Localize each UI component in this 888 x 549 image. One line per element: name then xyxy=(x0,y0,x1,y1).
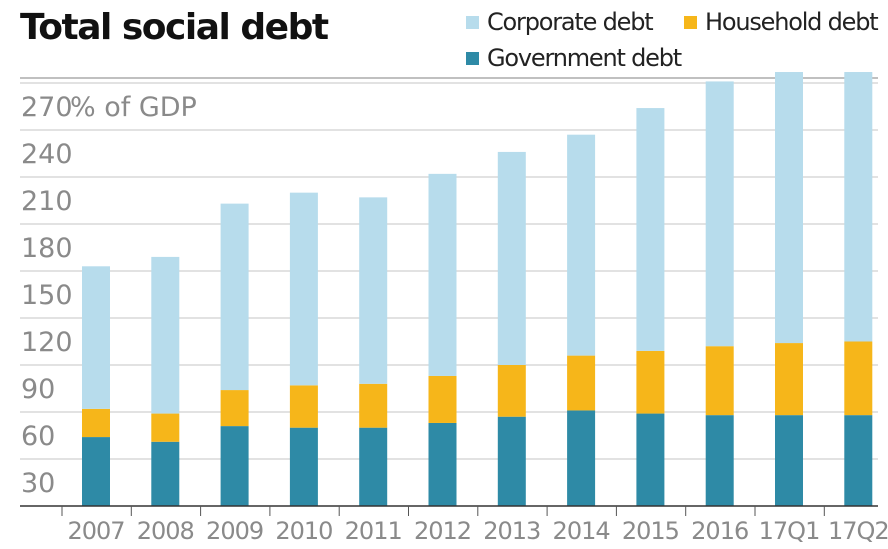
x-tick-label-2015: 2015 xyxy=(622,517,679,545)
bar-government-debt-2015 xyxy=(636,413,665,506)
bar-government-debt-2008 xyxy=(151,441,180,506)
y-tick-label-240: 240 xyxy=(21,139,73,170)
bar-government-debt-2011 xyxy=(359,427,388,506)
legend-item-household-debt: Household debt xyxy=(684,7,879,37)
legend-swatch-corporate-debt xyxy=(466,15,479,29)
y-tick-label-120: 120 xyxy=(21,327,73,358)
y-tick-label-60: 60 xyxy=(21,421,55,452)
x-tick-label-2016: 2016 xyxy=(691,517,748,545)
bar-household-debt-2013 xyxy=(497,364,526,417)
bar-government-debt-2010 xyxy=(289,427,318,506)
x-tick-label-2013: 2013 xyxy=(483,517,540,545)
bar-corporate-debt-2016 xyxy=(705,81,734,347)
bar-government-debt-2009 xyxy=(220,426,249,506)
y-tick-label-150: 150 xyxy=(21,280,73,311)
bar-household-debt-2009 xyxy=(220,390,249,427)
bar-government-debt-2012 xyxy=(428,422,457,506)
y-tick-label-180: 180 xyxy=(21,233,73,264)
bar-corporate-debt-2007 xyxy=(82,266,110,409)
x-tick-label-2011: 2011 xyxy=(345,517,402,545)
bar-corporate-debt-2014 xyxy=(567,134,596,356)
x-tick-label-2010: 2010 xyxy=(275,517,332,545)
x-tick-label-17Q2: 17Q2 xyxy=(828,517,888,545)
bar-corporate-debt-17Q1 xyxy=(775,72,803,344)
x-tick-label-2009: 2009 xyxy=(206,517,263,545)
chart-title: Total social debt xyxy=(20,7,329,48)
bar-corporate-debt-2008 xyxy=(151,256,180,414)
bar-household-debt-2015 xyxy=(636,350,665,414)
bar-corporate-debt-2013 xyxy=(497,151,526,365)
bar-government-debt-17Q1 xyxy=(775,415,803,506)
bar-household-debt-2016 xyxy=(705,346,734,416)
bar-government-debt-2016 xyxy=(705,415,734,506)
bar-household-debt-2012 xyxy=(428,375,457,423)
bar-household-debt-2014 xyxy=(567,355,596,411)
x-tick-label-2014: 2014 xyxy=(553,517,610,545)
legend-label-corporate-debt: Corporate debt xyxy=(487,8,654,36)
bar-government-debt-2007 xyxy=(82,437,110,506)
bar-government-debt-2013 xyxy=(497,416,526,506)
bar-corporate-debt-2012 xyxy=(428,173,457,376)
bar-corporate-debt-2015 xyxy=(636,108,665,351)
bar-household-debt-2010 xyxy=(289,385,318,428)
y-tick-label-210: 210 xyxy=(21,186,73,217)
y-tick-label-90: 90 xyxy=(21,374,55,405)
legend-label-household-debt: Household debt xyxy=(705,8,879,36)
x-tick-label-2012: 2012 xyxy=(414,517,471,545)
legend-swatch-household-debt xyxy=(684,15,697,29)
bar-government-debt-2014 xyxy=(567,410,596,506)
bar-household-debt-2008 xyxy=(151,413,180,442)
legend-label-government-debt: Government debt xyxy=(487,44,682,72)
legend-item-government-debt: Government debt xyxy=(466,43,682,73)
x-tick-label-2008: 2008 xyxy=(137,517,194,545)
legend-item-corporate-debt: Corporate debt xyxy=(466,7,654,37)
x-tick-label-17Q1: 17Q1 xyxy=(759,517,820,545)
legend-swatch-government-debt xyxy=(466,51,479,65)
bar-government-debt-17Q2 xyxy=(844,415,873,506)
x-tick-label-2007: 2007 xyxy=(67,517,124,545)
bar-corporate-debt-2010 xyxy=(289,192,318,386)
y-tick-label-30: 30 xyxy=(21,468,55,499)
bar-corporate-debt-17Q2 xyxy=(844,72,873,342)
y-unit-label: % of GDP xyxy=(70,92,197,123)
bar-household-debt-17Q2 xyxy=(844,341,873,416)
y-tick-label-270: 270 xyxy=(21,92,73,123)
bar-household-debt-2007 xyxy=(82,408,110,438)
bar-corporate-debt-2009 xyxy=(220,203,249,391)
bar-household-debt-17Q1 xyxy=(775,343,803,416)
bar-corporate-debt-2011 xyxy=(359,197,388,384)
bar-household-debt-2011 xyxy=(359,383,388,428)
